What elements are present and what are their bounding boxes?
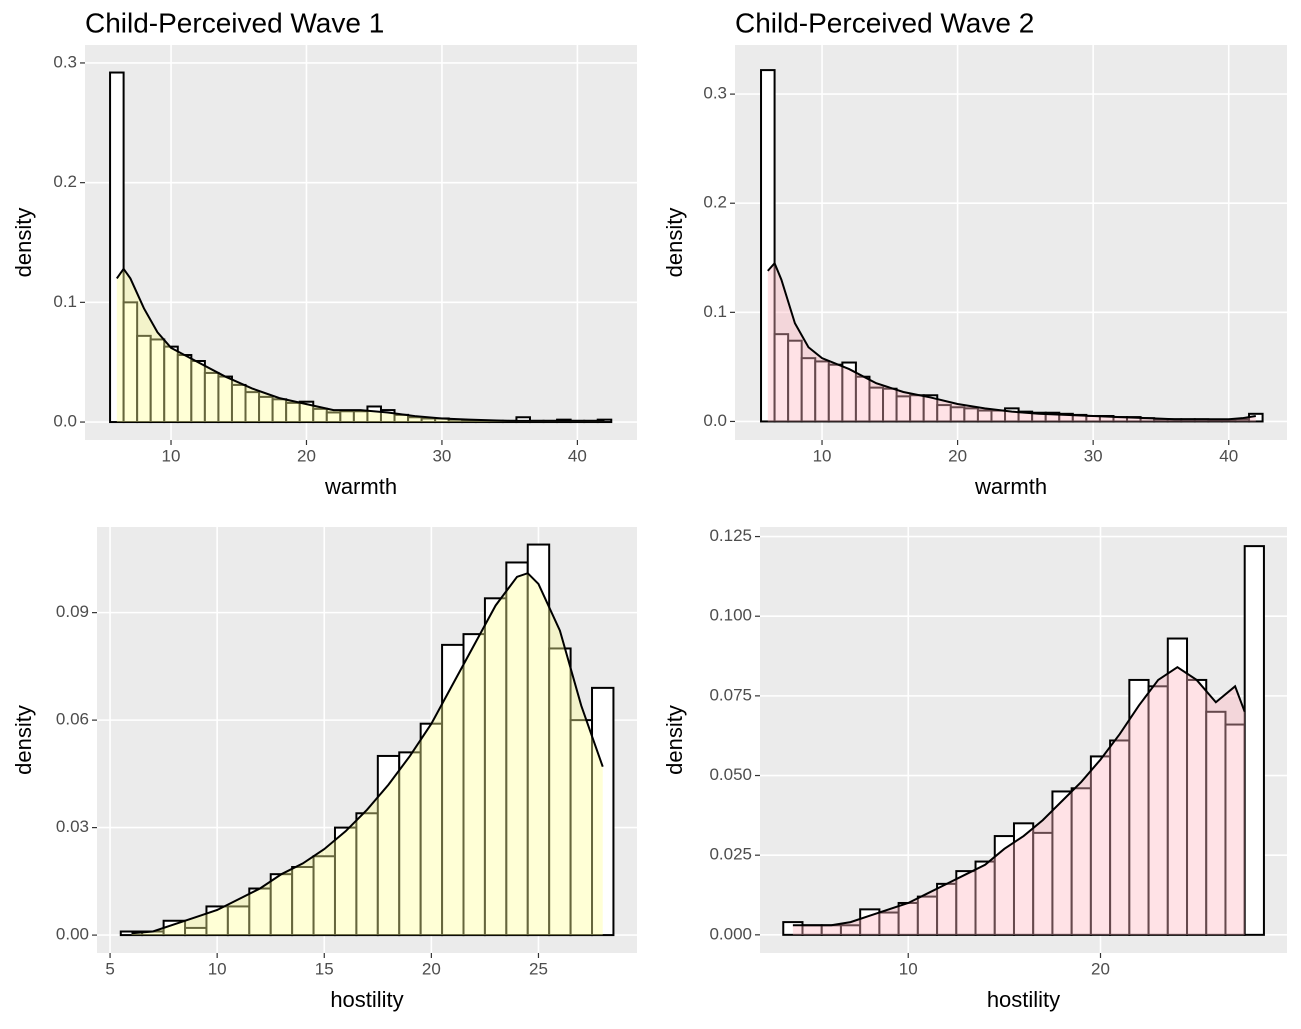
x-tick-label: 10 [813, 446, 832, 465]
density-line [767, 261, 1256, 421]
bar [1243, 545, 1265, 936]
x-axis-label: warmth [324, 474, 397, 499]
y-tick-label: 0.06 [56, 710, 89, 729]
y-tick-label: 0.0 [53, 412, 77, 431]
y-tick-label: 0.1 [53, 292, 77, 311]
y-axis-label: density [662, 705, 687, 775]
y-tick-label: 0.125 [709, 526, 752, 545]
panel-title: Child-Perceived Wave 2 [735, 7, 1034, 38]
x-tick-label: 5 [105, 959, 114, 978]
y-axis-label: density [11, 208, 36, 278]
bar [515, 416, 531, 424]
panel-title: Child-Perceived Wave 1 [85, 7, 384, 38]
bar [109, 71, 125, 424]
x-tick-label: 20 [297, 446, 316, 465]
density-area [131, 573, 603, 936]
y-tick-label: 0.050 [709, 765, 752, 784]
y-tick-label: 0.03 [56, 817, 89, 836]
y-tick-label: 0.3 [703, 84, 727, 103]
density-area [767, 263, 1256, 422]
x-tick-label: 10 [208, 959, 227, 978]
y-tick-label: 0.3 [53, 52, 77, 71]
x-axis-label: hostility [987, 987, 1060, 1012]
density-line [792, 665, 1246, 927]
y-tick-label: 0.100 [709, 606, 752, 625]
x-tick-label: 20 [422, 959, 441, 978]
y-tick-label: 0.2 [703, 193, 727, 212]
y-tick-label: 0.09 [56, 602, 89, 621]
x-tick-label: 30 [1084, 446, 1103, 465]
bar [760, 69, 776, 423]
x-tick-label: 15 [315, 959, 334, 978]
density-area [116, 268, 605, 423]
x-tick-label: 30 [432, 446, 451, 465]
density-line [116, 267, 605, 422]
x-tick-label: 10 [899, 959, 918, 978]
x-tick-label: 40 [568, 446, 587, 465]
x-tick-label: 40 [1219, 446, 1238, 465]
density-line [131, 572, 604, 935]
y-tick-label: 0.1 [703, 302, 727, 321]
y-tick-label: 0.0 [703, 411, 727, 430]
y-tick-label: 0.2 [53, 172, 77, 191]
x-axis-label: hostility [330, 987, 403, 1012]
y-tick-label: 0.000 [709, 924, 752, 943]
x-tick-label: 20 [948, 446, 967, 465]
x-tick-label: 25 [529, 959, 548, 978]
y-axis-label: density [11, 705, 36, 775]
y-axis-label: density [662, 208, 687, 278]
y-tick-label: 0.075 [709, 685, 752, 704]
density-area [792, 667, 1245, 935]
x-axis-label: warmth [974, 474, 1047, 499]
y-tick-label: 0.025 [709, 845, 752, 864]
y-tick-label: 0.00 [56, 925, 89, 944]
x-tick-label: 20 [1091, 959, 1110, 978]
x-tick-label: 10 [162, 446, 181, 465]
